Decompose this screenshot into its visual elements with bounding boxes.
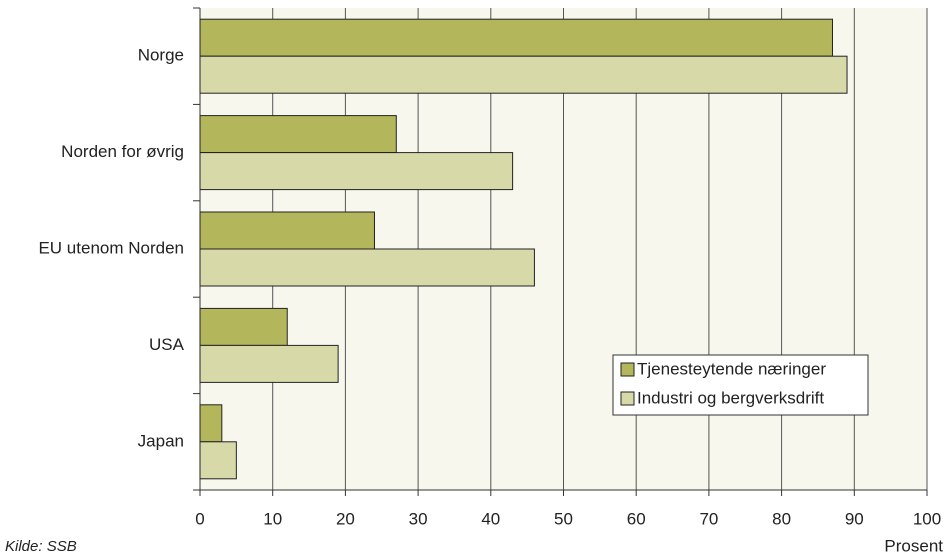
legend-swatch bbox=[620, 362, 635, 377]
x-tick-label: 60 bbox=[627, 509, 646, 528]
x-tick-label: 40 bbox=[481, 509, 500, 528]
bar bbox=[199, 248, 535, 287]
bar bbox=[199, 441, 237, 480]
y-tick-label: Norge bbox=[138, 46, 184, 65]
bar bbox=[199, 307, 288, 346]
x-tick-label: 70 bbox=[699, 509, 718, 528]
x-tick-label: 100 bbox=[913, 509, 941, 528]
x-tick-label: 30 bbox=[409, 509, 428, 528]
bar bbox=[199, 404, 223, 443]
source: Kilde: SSB bbox=[5, 538, 77, 555]
x-tick-label: 20 bbox=[336, 509, 355, 528]
y-tick-label: Japan bbox=[138, 431, 184, 450]
x-tick-label: 10 bbox=[263, 509, 282, 528]
x-tick-label: 50 bbox=[554, 509, 573, 528]
x-tick-label: 0 bbox=[195, 509, 204, 528]
bar bbox=[199, 152, 514, 191]
legend-label: Tjenesteytende næringer bbox=[637, 359, 826, 378]
y-tick-label: Norden for øvrig bbox=[61, 142, 184, 161]
y-tick-label: EU utenom Norden bbox=[38, 238, 184, 257]
bar bbox=[199, 115, 397, 154]
x-tick-label: 80 bbox=[772, 509, 791, 528]
bar bbox=[199, 55, 848, 94]
bar bbox=[199, 211, 375, 250]
bar bbox=[199, 344, 339, 383]
legend bbox=[612, 354, 869, 416]
x-tick-label: 90 bbox=[845, 509, 864, 528]
legend-swatch bbox=[620, 391, 635, 406]
legend-label: Industri og bergverksdrift bbox=[637, 388, 824, 407]
x-axis-label: Prosent bbox=[884, 536, 943, 555]
bar bbox=[199, 18, 833, 57]
y-tick-label: USA bbox=[149, 335, 185, 354]
